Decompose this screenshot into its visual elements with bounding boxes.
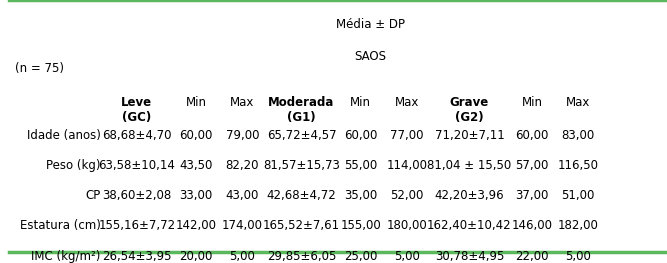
Text: 146,00: 146,00 [512,219,552,232]
Text: 5,00: 5,00 [394,250,420,262]
Text: 52,00: 52,00 [390,189,424,202]
Text: 81,04 ± 15,50: 81,04 ± 15,50 [428,159,512,172]
Text: 162,40±10,42: 162,40±10,42 [427,219,512,232]
Text: 20,00: 20,00 [179,250,213,262]
Text: Moderada
(G1): Moderada (G1) [268,96,335,124]
Text: Leve
(GC): Leve (GC) [121,96,153,124]
Text: SAOS: SAOS [355,50,387,63]
Text: 71,20±7,11: 71,20±7,11 [435,129,504,141]
Text: 82,20: 82,20 [225,159,259,172]
Text: 65,72±4,57: 65,72±4,57 [267,129,336,141]
Text: Estatura (cm): Estatura (cm) [20,219,101,232]
Text: IMC (kg/m²): IMC (kg/m²) [31,250,101,262]
Text: 5,00: 5,00 [565,250,591,262]
Text: 165,52±7,61: 165,52±7,61 [263,219,340,232]
Text: 174,00: 174,00 [221,219,263,232]
Text: Min: Min [350,96,372,109]
Text: 116,50: 116,50 [558,159,598,172]
Text: 83,00: 83,00 [562,129,595,141]
Text: 29,85±6,05: 29,85±6,05 [267,250,336,262]
Text: 5,00: 5,00 [229,250,255,262]
Text: (n = 75): (n = 75) [15,62,64,75]
Text: 68,68±4,70: 68,68±4,70 [102,129,171,141]
Text: 55,00: 55,00 [344,159,378,172]
Text: 42,20±3,96: 42,20±3,96 [435,189,504,202]
Text: 63,58±10,14: 63,58±10,14 [99,159,175,172]
Text: Peso (kg): Peso (kg) [46,159,101,172]
Text: 51,00: 51,00 [562,189,595,202]
Text: 79,00: 79,00 [225,129,259,141]
Text: 43,00: 43,00 [225,189,259,202]
Text: 38,60±2,08: 38,60±2,08 [102,189,171,202]
Text: CP: CP [85,189,101,202]
Text: 22,00: 22,00 [516,250,549,262]
Text: 57,00: 57,00 [516,159,549,172]
Text: 33,00: 33,00 [179,189,213,202]
Text: 42,68±4,72: 42,68±4,72 [267,189,336,202]
Text: 60,00: 60,00 [516,129,549,141]
Text: 81,57±15,73: 81,57±15,73 [263,159,340,172]
Text: 60,00: 60,00 [179,129,213,141]
Text: Max: Max [566,96,590,109]
Text: 43,50: 43,50 [179,159,213,172]
Text: 35,00: 35,00 [344,189,378,202]
Text: Max: Max [395,96,419,109]
Text: 60,00: 60,00 [344,129,378,141]
Text: 25,00: 25,00 [344,250,378,262]
Text: Idade (anos): Idade (anos) [27,129,101,141]
Text: 114,00: 114,00 [386,159,428,172]
Text: 182,00: 182,00 [558,219,598,232]
Text: 37,00: 37,00 [516,189,549,202]
Text: 155,00: 155,00 [340,219,381,232]
Text: 77,00: 77,00 [390,129,424,141]
Text: Min: Min [522,96,542,109]
Text: Grave
(G2): Grave (G2) [450,96,489,124]
Text: 142,00: 142,00 [175,219,217,232]
Text: 180,00: 180,00 [386,219,428,232]
Text: 26,54±3,95: 26,54±3,95 [102,250,171,262]
Text: 30,78±4,95: 30,78±4,95 [435,250,504,262]
Text: Min: Min [185,96,207,109]
Text: Média ± DP: Média ± DP [336,18,405,31]
Text: 155,16±7,72: 155,16±7,72 [98,219,175,232]
Text: Max: Max [230,96,254,109]
